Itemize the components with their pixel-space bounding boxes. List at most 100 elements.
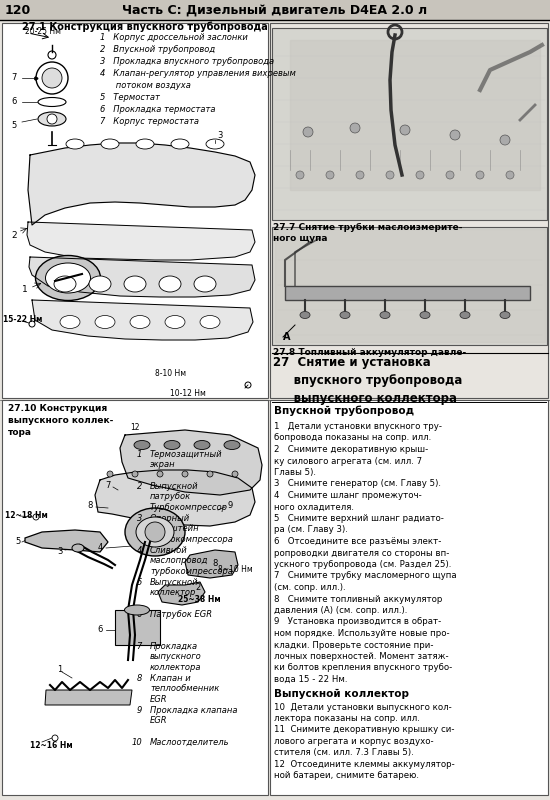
Text: 7: 7: [105, 481, 111, 490]
Ellipse shape: [89, 276, 111, 292]
Ellipse shape: [125, 508, 185, 556]
Text: ки болтов крепления впускного трубо-: ки болтов крепления впускного трубо-: [274, 663, 452, 673]
Text: 27  Снятие и установка
     впускного трубопровода
     выпускного коллектора: 27 Снятие и установка впускного трубопро…: [273, 356, 463, 405]
Text: Термозащитный
экран: Термозащитный экран: [150, 450, 223, 470]
Text: Часть С: Дизельный двигатель D4EA 2.0 л: Часть С: Дизельный двигатель D4EA 2.0 л: [123, 3, 427, 17]
Ellipse shape: [130, 315, 150, 329]
Circle shape: [33, 514, 39, 520]
Ellipse shape: [500, 311, 510, 318]
Text: 8-10 Нм: 8-10 Нм: [155, 369, 186, 378]
Text: 8~10 Нм: 8~10 Нм: [218, 566, 253, 574]
Circle shape: [47, 114, 57, 124]
Text: Сливной
маслопровод
турбокомпрессора: Сливной маслопровод турбокомпрессора: [150, 546, 233, 576]
Polygon shape: [45, 690, 132, 705]
Circle shape: [303, 127, 313, 137]
Circle shape: [42, 68, 62, 88]
Ellipse shape: [101, 139, 119, 149]
Text: 10: 10: [131, 738, 142, 747]
Text: ной батареи, снимите батарею.: ной батареи, снимите батарею.: [274, 771, 419, 781]
Text: 1   Детали установки впускного тру-: 1 Детали установки впускного тру-: [274, 422, 442, 431]
Text: 1   Корпус дроссельной заслонки: 1 Корпус дроссельной заслонки: [100, 34, 248, 42]
Polygon shape: [290, 40, 540, 190]
Ellipse shape: [194, 276, 216, 292]
Text: Прокладка
выпускного
коллектора: Прокладка выпускного коллектора: [150, 642, 202, 672]
Text: 5: 5: [136, 578, 142, 587]
Ellipse shape: [171, 139, 189, 149]
Bar: [2, 400, 268, 795]
Text: лектора показаны на сопр. илл.: лектора показаны на сопр. илл.: [274, 714, 420, 723]
Polygon shape: [27, 222, 255, 260]
Bar: [115, 610, 160, 645]
Bar: [0, 0, 550, 20]
Text: 20-25 Нм: 20-25 Нм: [25, 26, 61, 35]
Text: 3: 3: [217, 131, 223, 141]
Ellipse shape: [224, 441, 240, 450]
Circle shape: [500, 135, 510, 145]
Bar: [2, 23, 268, 398]
Text: 3: 3: [57, 547, 63, 557]
Ellipse shape: [38, 98, 66, 106]
Ellipse shape: [194, 441, 210, 450]
Text: 7: 7: [12, 74, 16, 82]
Polygon shape: [25, 530, 108, 552]
Ellipse shape: [200, 315, 220, 329]
Text: стителя (см. илл. 7.3 Главы 5).: стителя (см. илл. 7.3 Главы 5).: [274, 749, 414, 758]
Circle shape: [207, 471, 213, 477]
Text: бопровода показаны на сопр. илл.: бопровода показаны на сопр. илл.: [274, 434, 431, 442]
Text: 4: 4: [97, 543, 103, 553]
Text: 8   Снимите топливный аккумулятор: 8 Снимите топливный аккумулятор: [274, 594, 442, 603]
Text: 5   Снимите верхний шланг радиато-: 5 Снимите верхний шланг радиато-: [274, 514, 444, 523]
Text: Прокладка клапана
EGR: Прокладка клапана EGR: [150, 706, 238, 726]
Ellipse shape: [136, 517, 174, 547]
Text: 12~18 Нм: 12~18 Нм: [5, 510, 48, 519]
Ellipse shape: [380, 311, 390, 318]
Text: лового агрегата и корпус воздухо-: лового агрегата и корпус воздухо-: [274, 737, 433, 746]
Text: 2: 2: [136, 482, 142, 491]
Polygon shape: [275, 229, 545, 342]
Text: ускного трубопровода (см. Раздел 25).: ускного трубопровода (см. Раздел 25).: [274, 560, 452, 569]
Text: Опорный
кронштейн
турбокомпрессора: Опорный кронштейн турбокомпрессора: [150, 514, 233, 544]
Bar: [270, 23, 548, 398]
Ellipse shape: [38, 112, 66, 126]
Text: (см. сопр. илл.).: (см. сопр. илл.).: [274, 583, 345, 592]
Polygon shape: [32, 300, 253, 340]
Text: 5   Термостат: 5 Термостат: [100, 94, 160, 102]
Circle shape: [326, 171, 334, 179]
Circle shape: [107, 471, 113, 477]
Circle shape: [132, 471, 138, 477]
Text: 6: 6: [136, 610, 142, 619]
Text: ропроводки двигателя со стороны вп-: ропроводки двигателя со стороны вп-: [274, 549, 449, 558]
Circle shape: [245, 382, 251, 388]
Ellipse shape: [340, 311, 350, 318]
Text: 2: 2: [11, 230, 17, 239]
Text: 3   Прокладка впускного трубопровода: 3 Прокладка впускного трубопровода: [100, 58, 274, 66]
Text: 7: 7: [136, 642, 142, 651]
Text: вода 15 - 22 Нм.: вода 15 - 22 Нм.: [274, 675, 348, 684]
Ellipse shape: [159, 276, 181, 292]
Text: 8: 8: [136, 674, 142, 683]
Text: 10  Детали установки выпускного кол-: 10 Детали установки выпускного кол-: [274, 702, 452, 711]
Circle shape: [386, 171, 394, 179]
Text: 2   Впускной трубопровод: 2 Впускной трубопровод: [100, 46, 215, 54]
Text: 27.10 Конструкция
выпускного коллек-
тора: 27.10 Конструкция выпускного коллек- тор…: [8, 404, 113, 437]
Ellipse shape: [134, 441, 150, 450]
Ellipse shape: [460, 311, 470, 318]
Text: 6: 6: [12, 98, 16, 106]
Text: кладки. Проверьте состояние при-: кладки. Проверьте состояние при-: [274, 641, 433, 650]
Text: ного охладителя.: ного охладителя.: [274, 502, 354, 511]
Ellipse shape: [206, 139, 224, 149]
Text: 8: 8: [87, 501, 93, 510]
Text: 27.7 Снятие трубки маслоизмерите-
ного щупа: 27.7 Снятие трубки маслоизмерите- ного щ…: [273, 223, 463, 243]
Ellipse shape: [95, 315, 115, 329]
Circle shape: [145, 522, 165, 542]
Text: 5: 5: [15, 538, 21, 546]
Text: Выпускной
коллектор: Выпускной коллектор: [150, 578, 199, 598]
Text: 2   Снимите декоративную крыш-: 2 Снимите декоративную крыш-: [274, 445, 428, 454]
Circle shape: [36, 62, 68, 94]
Ellipse shape: [124, 276, 146, 292]
Polygon shape: [185, 550, 238, 578]
Ellipse shape: [136, 139, 154, 149]
Text: ку силового агрегата (см. илл. 7: ку силового агрегата (см. илл. 7: [274, 457, 422, 466]
Text: 4: 4: [136, 546, 142, 555]
Circle shape: [506, 171, 514, 179]
